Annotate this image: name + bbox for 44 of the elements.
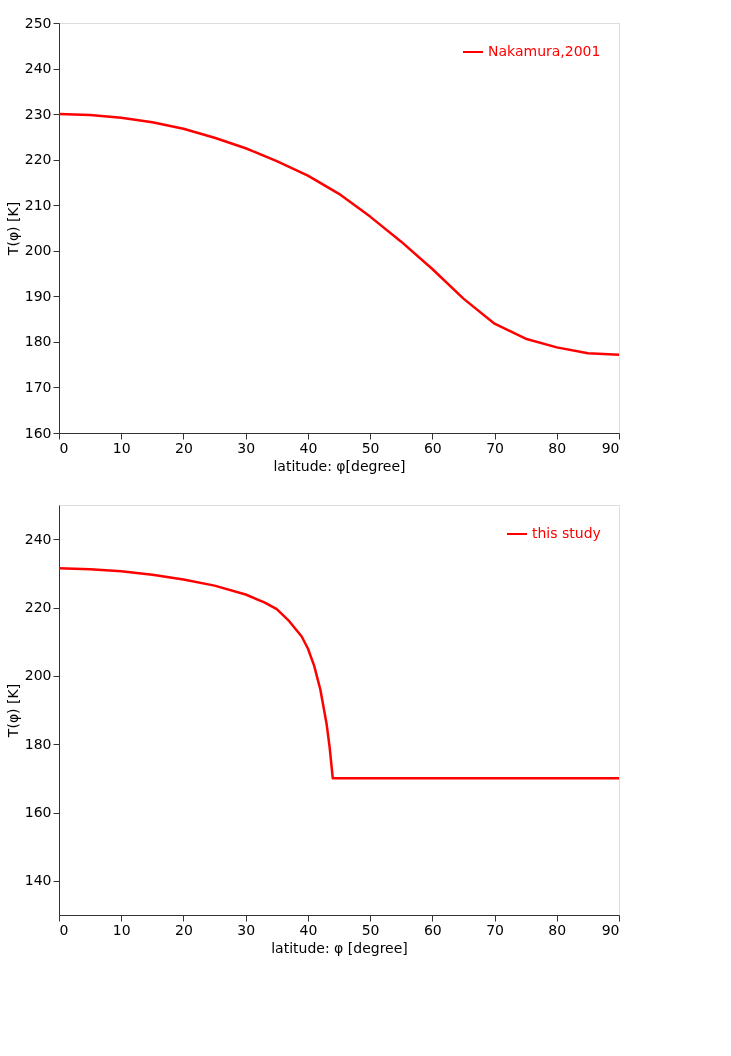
x-tick-label: 20 (175, 921, 193, 938)
y-axis-title: T(φ) [K] (4, 201, 21, 257)
legend-label: Nakamura,2001 (488, 43, 601, 59)
x-tick-label: 20 (175, 439, 193, 456)
x-tick-label: 70 (486, 921, 504, 938)
y-tick-label: 220 (24, 599, 52, 615)
x-tick-label: 0 (59, 921, 69, 938)
y-tick-label: 180 (24, 735, 52, 752)
y-tick-label: 200 (24, 242, 52, 259)
y-tick-label: 140 (24, 872, 52, 889)
line-series (57, 566, 621, 780)
x-tick-label: 80 (548, 439, 567, 456)
x-tick-label: 60 (423, 439, 442, 456)
x-tick-label: 50 (361, 439, 380, 456)
x-axis-title: latitude: φ[degree] (273, 457, 406, 474)
x-tick-label: 0 (59, 439, 69, 456)
y-tick-label: 200 (24, 667, 52, 684)
x-tick-label: 70 (486, 439, 504, 456)
y-tick-label: 240 (24, 60, 52, 77)
x-tick-label: 30 (237, 921, 256, 938)
y-tick-label: 180 (24, 333, 52, 350)
y-tick-label: 250 (24, 14, 52, 31)
y-tick-label: 210 (24, 196, 52, 213)
y-tick-label: 190 (24, 287, 52, 304)
x-axis-title: latitude: φ [degree] (271, 939, 408, 956)
y-tick-label: 160 (24, 804, 52, 820)
x-tick-label: 40 (299, 921, 318, 938)
x-tick-label: 90 (601, 921, 620, 938)
x-tick-label: 10 (112, 439, 131, 456)
line-series (57, 112, 621, 356)
x-tick-label: 80 (548, 921, 567, 938)
x-tick-label: 60 (423, 921, 442, 938)
y-tick-label: 220 (24, 151, 52, 168)
y-tick-label: 160 (24, 424, 52, 441)
x-tick-label: 30 (237, 439, 256, 456)
x-tick-label: 40 (299, 439, 318, 456)
x-tick-label: 50 (361, 921, 380, 938)
y-tick-label: 230 (24, 105, 52, 122)
x-tick-label: 90 (601, 439, 620, 456)
x-tick-label: 10 (112, 921, 131, 938)
y-tick-label: 240 (24, 530, 52, 547)
y-tick-label: 170 (24, 378, 52, 395)
y-axis-title: T(φ) [K] (4, 683, 21, 739)
legend-label: this study (532, 525, 601, 541)
